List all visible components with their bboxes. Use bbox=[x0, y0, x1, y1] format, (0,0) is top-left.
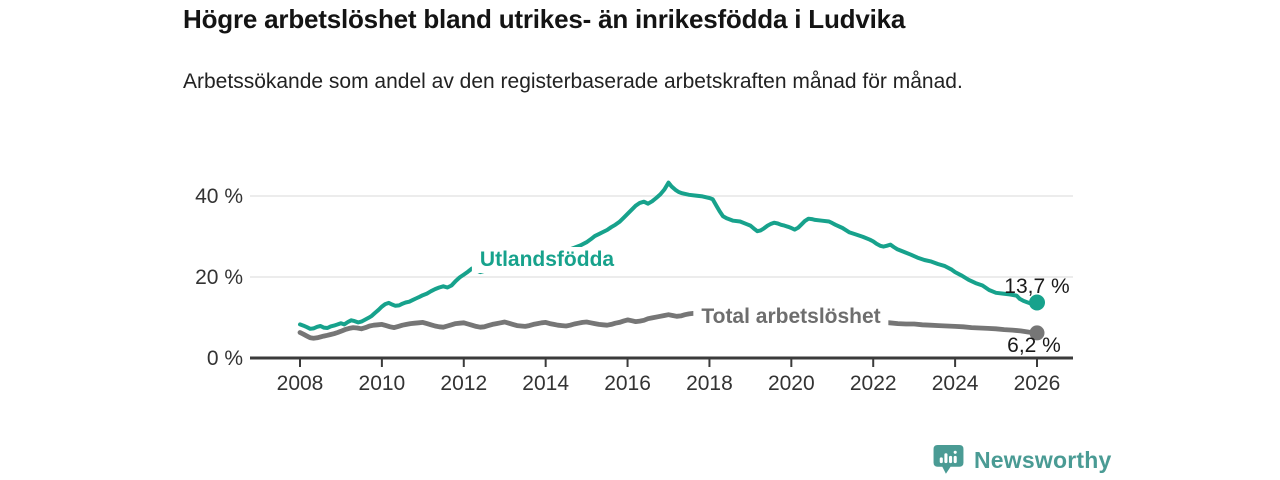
series-label-utlandsfodda: Utlandsfödda bbox=[471, 247, 623, 273]
y-axis-tick-label: 20 % bbox=[195, 266, 243, 289]
end-value-label-utlandsfodda: 13,7 % bbox=[1004, 275, 1070, 298]
x-axis-tick-label: 2016 bbox=[604, 372, 651, 395]
newsworthy-logo[interactable]: Newsworthy bbox=[932, 444, 1111, 476]
x-axis-tick-label: 2018 bbox=[686, 372, 733, 395]
page-title: Högre arbetslöshet bland utrikes- än inr… bbox=[183, 4, 906, 34]
x-axis-tick-label: 2014 bbox=[522, 372, 569, 395]
x-axis-tick-label: 2026 bbox=[1014, 372, 1061, 395]
x-axis-tick-label: 2010 bbox=[359, 372, 406, 395]
series-label-total-arbetsloshet: Total arbetslöshet bbox=[693, 304, 889, 330]
x-axis-tick-label: 2020 bbox=[768, 372, 815, 395]
x-axis-tick-label: 2008 bbox=[277, 372, 324, 395]
series-end-dot-utlandsfodda bbox=[1029, 294, 1045, 311]
x-axis-tick-label: 2024 bbox=[932, 372, 979, 395]
chart-subtitle: Arbetssökande som andel av den registerb… bbox=[183, 70, 963, 93]
series-line-total bbox=[297, 310, 1040, 341]
series-end-dot-total bbox=[1029, 325, 1045, 341]
series-line-utlandsfodda bbox=[298, 180, 1039, 331]
end-value-label-total: 6,2 % bbox=[1007, 334, 1061, 357]
newsworthy-bar-chart-icon bbox=[933, 445, 964, 474]
x-axis-tick-label: 2022 bbox=[850, 372, 897, 395]
newsworthy-wordmark: Newsworthy bbox=[974, 446, 1112, 473]
y-axis-tick-label: 40 % bbox=[195, 185, 243, 208]
x-axis-tick-label: 2012 bbox=[440, 372, 487, 395]
y-axis-tick-label: 0 % bbox=[207, 347, 243, 370]
